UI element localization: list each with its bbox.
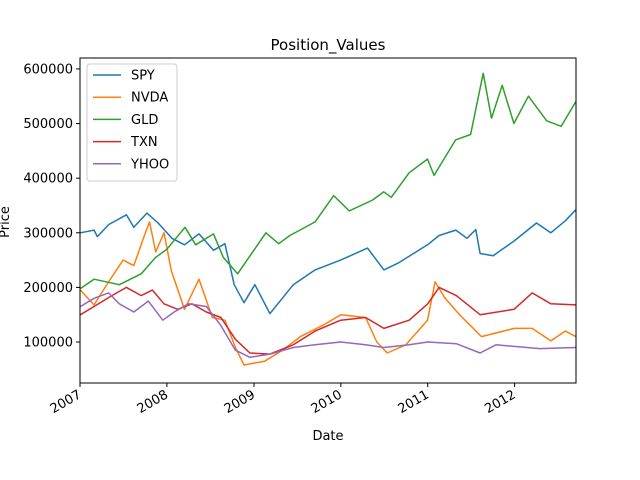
y-tick-label: 100000 bbox=[23, 336, 73, 351]
plot-series bbox=[79, 72, 577, 366]
y-axis-title: Price bbox=[0, 206, 13, 238]
legend: SPY NVDA GLD TXN YHOO bbox=[86, 63, 178, 182]
y-tick-label: 500000 bbox=[23, 117, 73, 132]
y-tick-label: 200000 bbox=[23, 281, 73, 296]
plot-area-frame bbox=[79, 57, 577, 384]
y-axis: 100000 200000 300000 400000 500000 600000 bbox=[23, 62, 80, 351]
series-line-txn bbox=[80, 286, 576, 355]
y-tick-label: 600000 bbox=[23, 62, 73, 77]
legend-label-txn: TXN bbox=[130, 135, 158, 150]
legend-label-gld: GLD bbox=[131, 113, 158, 128]
legend-label-nvda: NVDA bbox=[131, 91, 168, 106]
series-line-yhoo bbox=[80, 292, 576, 359]
legend-box bbox=[86, 63, 178, 182]
x-axis-title: Date bbox=[312, 429, 343, 444]
series-line-spy bbox=[80, 209, 577, 315]
legend-label-yhoo: YHOO bbox=[130, 157, 169, 172]
y-tick-label: 300000 bbox=[23, 226, 73, 241]
chart-title: Position_Values bbox=[271, 36, 386, 55]
y-tick-label: 400000 bbox=[23, 172, 73, 187]
legend-label-spy: SPY bbox=[131, 69, 155, 84]
series-line-gld bbox=[80, 72, 577, 290]
